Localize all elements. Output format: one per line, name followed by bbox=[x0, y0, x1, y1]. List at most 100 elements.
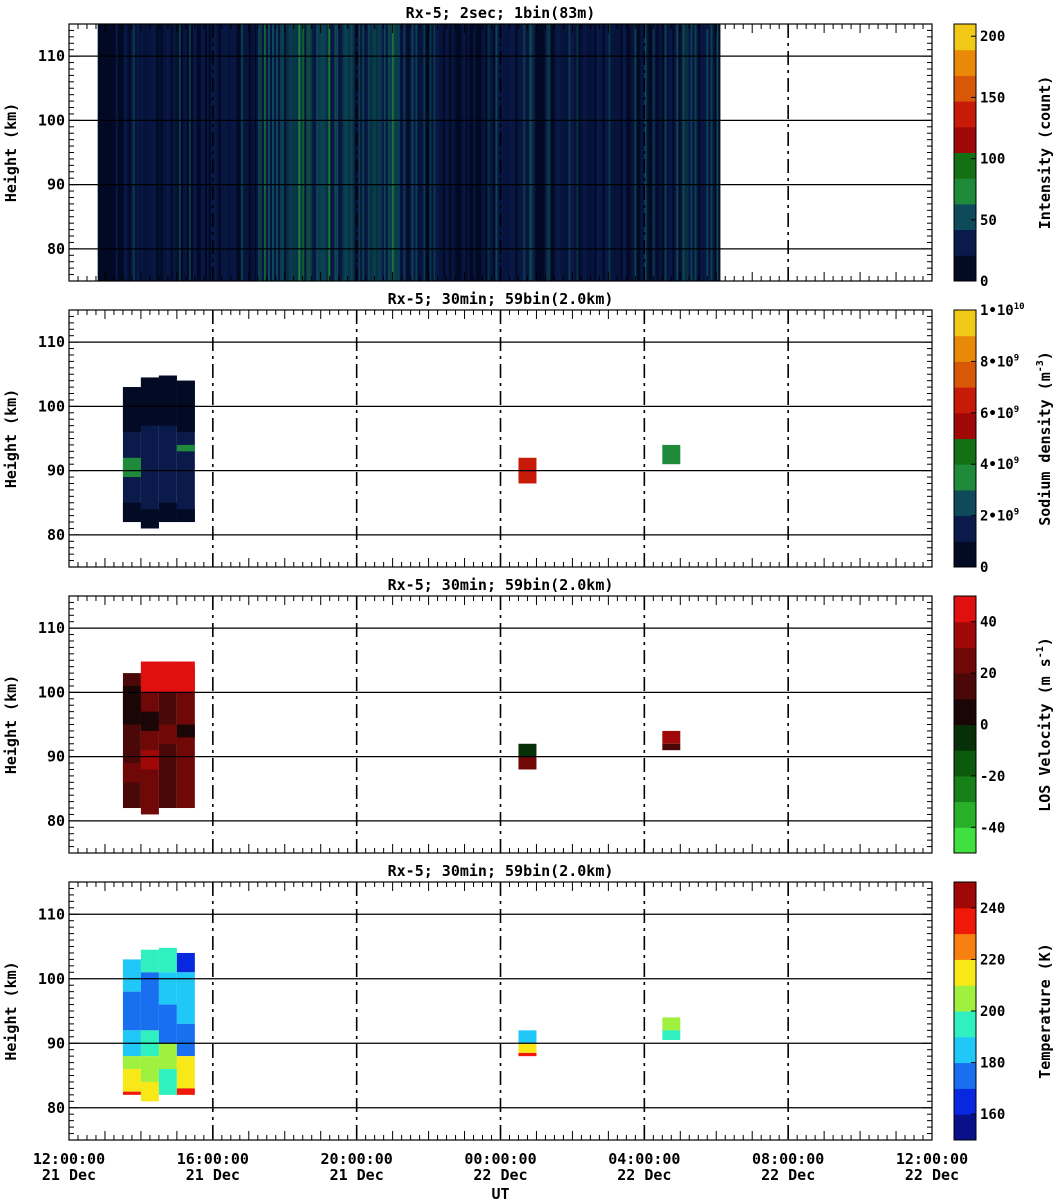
intensity-column bbox=[228, 24, 231, 281]
y-tick-label: 80 bbox=[47, 812, 65, 830]
x-tick-label-date: 21 Dec bbox=[330, 1166, 384, 1184]
intensity-column bbox=[312, 24, 315, 281]
intensity-column bbox=[704, 24, 707, 281]
colorbar-tick-label: 200 bbox=[980, 1004, 1005, 1020]
intensity-segment bbox=[212, 24, 257, 281]
plot-area bbox=[97, 24, 721, 281]
intensity-column bbox=[164, 24, 167, 281]
intensity-column bbox=[489, 24, 492, 281]
intensity-column bbox=[142, 24, 145, 281]
intensity-column bbox=[174, 24, 177, 281]
intensity-column bbox=[336, 24, 339, 281]
intensity-column bbox=[224, 24, 227, 281]
intensity-column bbox=[322, 24, 325, 281]
intensity-column bbox=[146, 24, 149, 281]
colorbar-tick-label: 20 bbox=[980, 666, 997, 682]
data-cell bbox=[158, 1069, 177, 1095]
y-tick-label: 80 bbox=[47, 240, 65, 258]
colorbar-swatch bbox=[954, 698, 976, 725]
intensity-column bbox=[206, 24, 209, 281]
colorbar: 0 2•109 4•109 6•109 8•109 1•1010 Sodium densit… bbox=[953, 302, 1054, 576]
intensity-column bbox=[121, 24, 124, 281]
intensity-column bbox=[328, 24, 331, 281]
colorbar-tick-label: 220 bbox=[980, 952, 1005, 968]
x-tick-label-date: 22 Dec bbox=[617, 1166, 671, 1184]
intensity-column bbox=[210, 24, 213, 281]
intensity-column bbox=[638, 24, 641, 281]
intensity-column bbox=[682, 24, 685, 281]
intensity-column bbox=[479, 24, 482, 281]
intensity-column bbox=[531, 24, 534, 281]
x-tick-label-time: 12:00:00 bbox=[33, 1150, 105, 1168]
x-tick-label-time: 04:00:00 bbox=[608, 1150, 680, 1168]
intensity-column bbox=[706, 24, 709, 281]
intensity-column bbox=[234, 24, 237, 281]
data-cell bbox=[122, 991, 141, 1031]
intensity-column bbox=[248, 24, 251, 281]
intensity-column bbox=[306, 24, 309, 281]
intensity-column bbox=[365, 24, 368, 281]
intensity-column bbox=[188, 24, 191, 281]
intensity-column bbox=[469, 24, 472, 281]
intensity-column bbox=[497, 24, 500, 281]
intensity-column bbox=[103, 24, 106, 281]
intensity-column bbox=[194, 24, 197, 281]
intensity-column bbox=[298, 24, 301, 281]
y-tick-label: 90 bbox=[47, 1034, 65, 1052]
data-cell bbox=[662, 444, 681, 465]
intensity-column bbox=[435, 24, 438, 281]
intensity-column bbox=[718, 24, 721, 281]
y-tick-label: 100 bbox=[38, 111, 65, 129]
intensity-column bbox=[136, 24, 139, 281]
data-cell bbox=[518, 756, 537, 770]
intensity-column bbox=[566, 24, 569, 281]
intensity-column bbox=[684, 24, 687, 281]
intensity-column bbox=[214, 24, 217, 281]
intensity-column bbox=[505, 24, 508, 281]
y-tick-label: 100 bbox=[38, 397, 65, 415]
intensity-column bbox=[99, 24, 102, 281]
intensity-column bbox=[242, 24, 245, 281]
intensity-column bbox=[124, 24, 127, 281]
data-cell bbox=[158, 1004, 177, 1044]
intensity-column bbox=[275, 24, 278, 281]
data-cell bbox=[662, 743, 681, 751]
colorbar-tick-label: -20 bbox=[980, 769, 1005, 785]
intensity-segment bbox=[124, 24, 179, 281]
intensity-column bbox=[558, 24, 561, 281]
intensity-column bbox=[636, 24, 639, 281]
x-tick-label-time: 12:00:00 bbox=[896, 1150, 968, 1168]
intensity-column bbox=[535, 24, 538, 281]
intensity-column bbox=[429, 24, 432, 281]
intensity-column bbox=[485, 24, 488, 281]
intensity-column bbox=[523, 24, 526, 281]
colorbar-swatch bbox=[954, 673, 976, 700]
intensity-column bbox=[680, 24, 683, 281]
intensity-column bbox=[252, 24, 255, 281]
intensity-column bbox=[714, 24, 717, 281]
x-tick-label-date: 22 Dec bbox=[905, 1166, 959, 1184]
colorbar-swatch bbox=[954, 882, 976, 909]
intensity-column bbox=[150, 24, 153, 281]
data-cell bbox=[176, 1088, 195, 1095]
intensity-column bbox=[230, 24, 233, 281]
x-tick-label-time: 20:00:00 bbox=[321, 1150, 393, 1168]
intensity-column bbox=[393, 24, 396, 281]
intensity-column bbox=[222, 24, 225, 281]
y-tick-label: 110 bbox=[38, 47, 65, 65]
intensity-column bbox=[350, 24, 353, 281]
intensity-segment bbox=[255, 24, 290, 281]
intensity-column bbox=[467, 24, 470, 281]
intensity-column bbox=[576, 24, 579, 281]
intensity-column bbox=[527, 24, 530, 281]
intensity-column bbox=[664, 24, 667, 281]
colorbar-swatch bbox=[954, 750, 976, 777]
intensity-column bbox=[507, 24, 510, 281]
colorbar-swatch bbox=[954, 907, 976, 935]
data-cell bbox=[518, 743, 537, 757]
colorbar-swatch bbox=[954, 724, 976, 751]
intensity-column bbox=[533, 24, 536, 281]
intensity-column bbox=[670, 24, 673, 281]
intensity-column bbox=[172, 24, 175, 281]
intensity-column bbox=[654, 24, 657, 281]
